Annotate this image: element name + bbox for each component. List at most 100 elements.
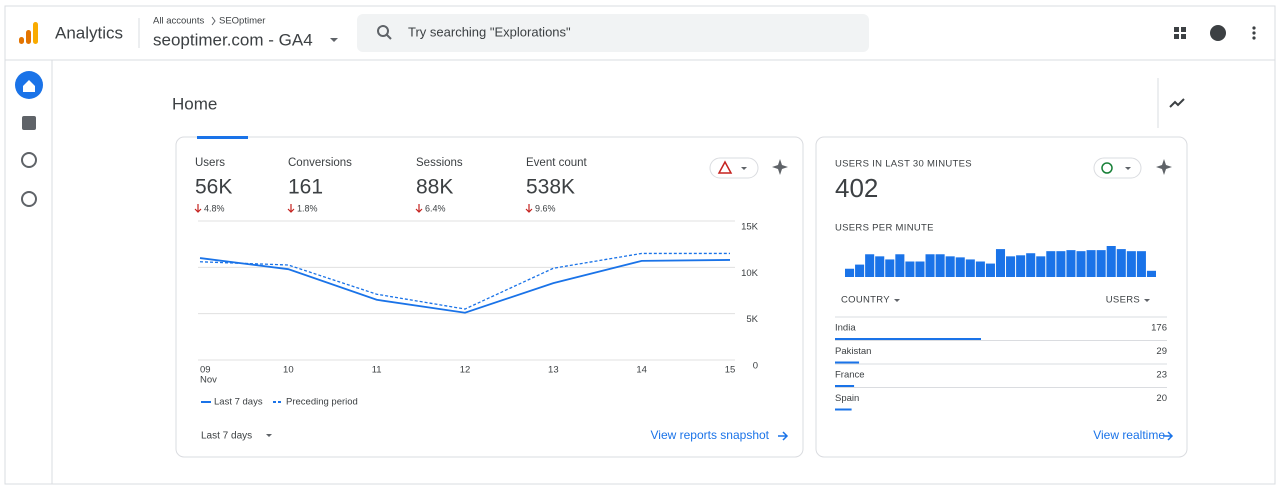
country-name: India bbox=[835, 323, 856, 334]
breadcrumb[interactable]: All accounts bbox=[153, 16, 204, 27]
search-icon bbox=[386, 34, 392, 40]
insights-icon[interactable] bbox=[1169, 98, 1185, 108]
minute-bar bbox=[1016, 255, 1026, 277]
minute-bar bbox=[985, 263, 995, 277]
legend-label: Last 7 days bbox=[214, 397, 263, 408]
more-icon[interactable] bbox=[1252, 26, 1256, 40]
logo[interactable] bbox=[19, 22, 38, 44]
country-name: France bbox=[835, 370, 865, 381]
metric-change: 1.8% bbox=[297, 203, 318, 213]
view-realtime-link[interactable]: View realtime bbox=[1093, 428, 1165, 442]
country-users: 23 bbox=[1156, 370, 1167, 381]
property-selector[interactable]: seoptimer.com - GA4 bbox=[153, 30, 313, 49]
minute-bar bbox=[995, 249, 1006, 277]
down-arrow bbox=[194, 204, 202, 213]
home-icon bbox=[23, 80, 35, 92]
metric-label: Event count bbox=[526, 157, 588, 169]
x-tick-label: 09 bbox=[200, 365, 211, 376]
minute-bar bbox=[945, 256, 955, 277]
x-tick-label: 11 bbox=[372, 365, 382, 376]
ai-icon[interactable] bbox=[1156, 159, 1172, 175]
country-bar bbox=[835, 385, 855, 387]
country-bar bbox=[835, 408, 852, 411]
x-tick-label: 10 bbox=[283, 365, 294, 376]
ai-icon[interactable] bbox=[772, 159, 788, 175]
country-name: Pakistan bbox=[835, 346, 871, 357]
minute-bar bbox=[1056, 251, 1066, 277]
x-tick-label: 13 bbox=[548, 365, 559, 376]
realtime-title: USERS IN LAST 30 MINUTES bbox=[835, 159, 972, 170]
nav-explore[interactable] bbox=[21, 152, 37, 168]
dropdown-icon bbox=[266, 434, 272, 437]
minute-bar bbox=[1136, 251, 1146, 277]
minute-bar bbox=[845, 268, 855, 277]
page-title: Home bbox=[172, 94, 217, 113]
minute-bar bbox=[1026, 253, 1036, 277]
ok-icon bbox=[1101, 162, 1113, 174]
x-tick-label: 14 bbox=[636, 365, 647, 376]
app-name: Analytics bbox=[55, 23, 123, 42]
alert-chip[interactable] bbox=[709, 157, 759, 179]
minute-bar bbox=[1096, 250, 1106, 277]
y-tick-label: 15K bbox=[741, 222, 759, 233]
minute-bar bbox=[1086, 250, 1096, 277]
dropdown-icon bbox=[894, 299, 900, 302]
minute-bar bbox=[855, 264, 865, 277]
minute-bar bbox=[1036, 256, 1046, 277]
arrow-icon bbox=[1163, 431, 1174, 441]
minute-bar bbox=[1126, 251, 1136, 277]
minute-bar bbox=[1106, 246, 1116, 277]
x-tick-label: 12 bbox=[460, 365, 471, 376]
x-sublabel: Nov bbox=[200, 375, 217, 386]
minute-bar bbox=[955, 257, 965, 277]
country-name: Spain bbox=[835, 393, 859, 404]
apps-icon[interactable] bbox=[1174, 27, 1186, 39]
country-users: 20 bbox=[1156, 393, 1167, 404]
chevron bbox=[211, 16, 216, 26]
help-icon[interactable] bbox=[1210, 25, 1226, 41]
down-arrow bbox=[525, 204, 533, 213]
minute-bar bbox=[915, 261, 925, 277]
view-snapshot-link[interactable]: View reports snapshot bbox=[650, 428, 769, 442]
down-arrow bbox=[287, 204, 295, 213]
dropdown-icon bbox=[1144, 299, 1150, 302]
metric-label: Sessions bbox=[416, 157, 463, 169]
minute-bar bbox=[965, 259, 975, 277]
minute-bar bbox=[1146, 270, 1156, 277]
active-tab bbox=[197, 136, 248, 139]
dropdown-icon bbox=[741, 167, 747, 170]
metric-value: 538K bbox=[526, 176, 575, 199]
metric-value: 56K bbox=[195, 176, 232, 199]
minute-bar bbox=[905, 261, 915, 277]
metric-label: Conversions bbox=[288, 157, 352, 169]
metric-value: 161 bbox=[288, 176, 323, 199]
legend-label: Preceding period bbox=[286, 397, 358, 408]
search-box[interactable] bbox=[357, 14, 869, 52]
y-tick-label: 10K bbox=[741, 268, 759, 279]
overview-card bbox=[175, 136, 804, 458]
nav-advertising[interactable] bbox=[21, 191, 37, 207]
realtime-card bbox=[815, 136, 1188, 458]
minute-bar bbox=[885, 259, 895, 277]
date-range[interactable]: Last 7 days bbox=[201, 431, 252, 442]
realtime-value: 402 bbox=[835, 173, 878, 203]
minute-bar bbox=[1076, 251, 1086, 277]
column-header[interactable]: USERS bbox=[1106, 295, 1140, 306]
minute-bar bbox=[975, 261, 985, 277]
minute-bar bbox=[1066, 250, 1076, 277]
breadcrumb[interactable]: SEOptimer bbox=[219, 16, 265, 27]
dropdown-icon bbox=[1125, 167, 1131, 170]
country-users: 29 bbox=[1156, 346, 1167, 357]
alert-icon bbox=[717, 160, 733, 174]
minute-bar bbox=[1046, 251, 1056, 277]
minute-bar bbox=[1006, 256, 1016, 277]
minute-bar bbox=[1116, 249, 1126, 277]
minute-bar bbox=[935, 254, 945, 277]
status-chip[interactable] bbox=[1093, 157, 1142, 179]
nav-reports[interactable] bbox=[22, 116, 36, 130]
column-header[interactable]: COUNTRY bbox=[841, 295, 890, 306]
down-arrow bbox=[415, 204, 423, 213]
arrow-icon bbox=[778, 431, 789, 441]
minute-bar bbox=[895, 254, 905, 277]
